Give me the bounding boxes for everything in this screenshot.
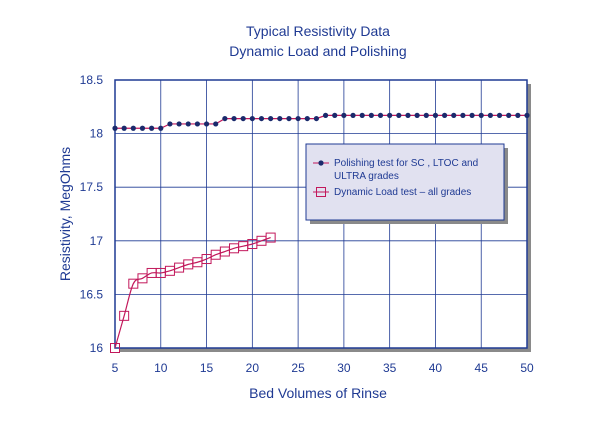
data-point-circle [442, 112, 448, 118]
data-point-circle [112, 125, 118, 131]
data-point-circle [313, 115, 320, 122]
data-point-circle [240, 115, 246, 122]
data-point-circle [149, 125, 155, 131]
data-point-circle [322, 112, 329, 118]
x-tick-label: 45 [475, 361, 489, 375]
chart-title: Typical Resistivity Data [246, 23, 390, 39]
data-point-circle [341, 112, 347, 118]
legend-marker-polishing [318, 160, 324, 166]
data-point-circle [121, 125, 127, 131]
data-point-square [265, 232, 276, 243]
data-point-circle [451, 112, 457, 118]
data-point-circle [368, 112, 374, 118]
data-point-circle [423, 112, 429, 118]
data-point-circle [515, 112, 521, 118]
data-point-square [119, 310, 130, 321]
data-point-square [128, 278, 139, 289]
data-point-circle [359, 112, 365, 118]
data-point-circle [350, 112, 356, 118]
data-point-circle [405, 112, 411, 118]
x-tick-label: 50 [520, 361, 534, 375]
x-tick-label: 35 [383, 361, 397, 375]
x-tick-label: 20 [246, 361, 260, 375]
y-tick-label: 17.5 [80, 180, 104, 194]
data-point-circle [524, 112, 530, 118]
x-tick-labels: 5 10 15 20 25 30 35 40 45 50 [112, 361, 534, 375]
data-point-circle [158, 125, 164, 131]
data-point-circle [185, 121, 191, 127]
y-tick-label: 16 [90, 341, 104, 355]
data-point-circle [295, 115, 301, 122]
data-point-circle [332, 112, 338, 118]
y-tick-label: 18 [90, 127, 104, 141]
data-point-circle [460, 112, 466, 118]
y-tick-label: 16.5 [80, 287, 104, 301]
data-point-circle [213, 121, 219, 127]
data-point-circle [176, 121, 182, 127]
legend-label-dynamic: Dynamic Load test – all grades [334, 187, 471, 198]
data-point-circle [496, 112, 503, 118]
data-point-square [110, 343, 120, 353]
x-tick-label: 15 [200, 361, 214, 375]
data-point-circle [396, 112, 402, 118]
data-point-circle [478, 112, 484, 118]
x-tick-label: 40 [429, 361, 443, 375]
data-point-circle [249, 115, 255, 122]
data-point-circle [277, 115, 283, 122]
data-point-circle [286, 115, 292, 122]
x-axis-label: Bed Volumes of Rinse [249, 385, 387, 401]
data-point-circle [231, 115, 237, 122]
data-point-circle [222, 115, 228, 122]
data-point-circle [506, 112, 512, 118]
data-point-circle [130, 125, 136, 131]
y-axis-label: Resistivity, MegOhms [57, 147, 73, 281]
chart-subtitle: Dynamic Load and Polishing [229, 43, 406, 59]
data-point-circle [377, 112, 384, 118]
data-point-circle [414, 112, 420, 118]
series-layer [110, 112, 530, 353]
x-tick-label: 25 [291, 361, 305, 375]
data-point-circle [432, 112, 439, 118]
data-point-circle [139, 125, 146, 131]
legend-marker-dynamic [316, 187, 326, 197]
x-tick-label: 10 [154, 361, 168, 375]
y-tick-labels: 16 16.5 17 17.5 18 18.5 [80, 73, 104, 355]
legend-label-polishing-line1: Polishing test for SC , LTOC and [334, 158, 478, 169]
x-tick-label: 30 [337, 361, 351, 375]
data-point-square [137, 273, 148, 284]
data-point-circle [469, 112, 475, 118]
legend: Polishing test for SC , LTOC and ULTRA g… [305, 143, 508, 224]
data-point-circle [203, 121, 210, 127]
y-tick-label: 17 [90, 234, 104, 248]
series-line-0 [115, 114, 527, 129]
legend-label-polishing-line2: ULTRA grades [334, 171, 399, 182]
data-point-circle [167, 121, 173, 127]
data-point-circle [258, 115, 265, 122]
data-point-circle [194, 121, 200, 127]
data-point-circle [268, 115, 274, 122]
data-point-circle [387, 112, 393, 118]
data-point-circle [487, 112, 493, 118]
data-point-circle [304, 115, 310, 122]
y-tick-label: 18.5 [80, 73, 104, 87]
x-tick-label: 5 [112, 361, 119, 375]
